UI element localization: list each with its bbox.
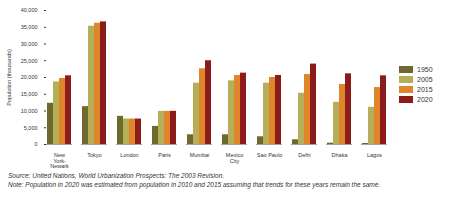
svg-text:Delhi: Delhi [298,152,311,158]
svg-text:Population (thousands): Population (thousands) [6,49,12,106]
svg-text:30,000: 30,000 [21,41,38,47]
svg-text:Mumbai: Mumbai [190,152,210,158]
svg-text:Paris: Paris [158,152,171,158]
svg-text:MexicoCity: MexicoCity [226,152,243,164]
svg-text:15,000: 15,000 [21,91,38,97]
svg-text:40,000: 40,000 [21,7,38,13]
svg-text:Tokyo: Tokyo [87,152,101,158]
html-text:2020: 2020 [417,95,433,103]
html-text:Note: Population in 2020 was e: Note: Population in 2020 was estimated f… [8,180,381,188]
svg-text:London: London [120,152,138,158]
svg-text:Dhaka: Dhaka [332,152,349,158]
svg-text:NewYork-Newark: NewYork-Newark [50,152,69,168]
html-text:Source: United Nations, World: Source: United Nations, World Urbanizati… [8,172,225,179]
svg-text:Sao Paulo: Sao Paulo [257,152,282,158]
svg-text:20,000: 20,000 [21,74,38,80]
html-text:1950: 1950 [417,65,433,73]
svg-text:0: 0 [34,141,37,147]
svg-text:5,000: 5,000 [24,125,38,131]
svg-text:25,000: 25,000 [21,58,38,64]
html-text:2005: 2005 [417,75,433,83]
html-text:2015: 2015 [417,85,433,93]
svg-text:10,000: 10,000 [21,108,38,114]
svg-text:Lagos: Lagos [367,152,382,158]
svg-text:35,000: 35,000 [21,24,38,30]
